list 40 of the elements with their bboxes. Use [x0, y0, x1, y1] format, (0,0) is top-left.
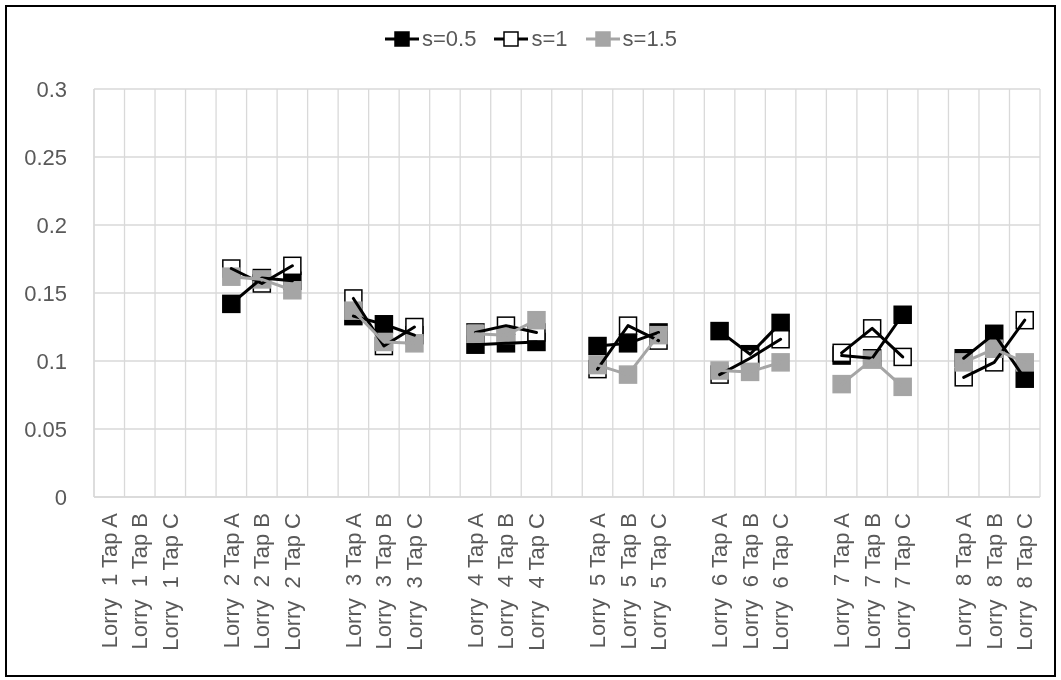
- point: [893, 305, 912, 325]
- x-tick-label: Lorry 3 Tap C: [401, 512, 427, 651]
- x-tick-label: Lorry 4 Tap A: [462, 512, 488, 649]
- y-tick-label: 0.3: [36, 76, 67, 102]
- x-tick-label: Lorry 7 Tap A: [829, 512, 855, 649]
- x-tick-label: Lorry 5 Tap C: [646, 512, 672, 651]
- x-tick-label: Lorry 2 Tap A: [218, 512, 244, 649]
- point: [710, 361, 729, 380]
- x-tick-label: Lorry 8 Tap B: [981, 513, 1007, 650]
- y-tick-label: 0.15: [24, 280, 67, 306]
- y-tick-label: 0.1: [36, 348, 67, 374]
- point: [771, 353, 790, 372]
- x-tick-label: Lorry 2 Tap B: [249, 513, 275, 650]
- x-tick-label: Lorry 7 Tap B: [859, 513, 885, 650]
- legend-label: s=1.5: [622, 26, 677, 51]
- point: [588, 336, 607, 356]
- y-tick-label: 0.2: [36, 212, 67, 238]
- x-tick-label: Lorry 8 Tap A: [951, 512, 977, 649]
- x-tick-label: Lorry 1 Tap C: [157, 512, 183, 651]
- x-tick-label: Lorry 7 Tap C: [890, 512, 916, 651]
- y-tick-label: 0.25: [24, 144, 67, 170]
- x-tick-label: Lorry 4 Tap C: [523, 512, 549, 651]
- x-tick-label: Lorry 3 Tap B: [371, 513, 397, 650]
- x-tick-label: Lorry 5 Tap B: [615, 513, 641, 650]
- x-tick-label: Lorry 1 Tap A: [96, 512, 122, 649]
- x-tick-label: Lorry 3 Tap A: [340, 512, 366, 649]
- point: [527, 310, 546, 330]
- x-tick-label: Lorry 6 Tap C: [768, 512, 794, 651]
- x-tick-label: Lorry 6 Tap A: [707, 512, 733, 649]
- y-tick-label: 0.05: [24, 416, 67, 442]
- x-tick-label: Lorry 5 Tap A: [585, 512, 611, 649]
- y-tick-label: 0: [54, 484, 67, 510]
- x-tick-label: Lorry 1 Tap B: [127, 513, 153, 650]
- point: [283, 281, 302, 300]
- legend-label: s=1: [531, 26, 568, 51]
- x-tick-label: Lorry 2 Tap C: [279, 512, 305, 651]
- x-tick-label: Lorry 4 Tap B: [493, 513, 519, 650]
- legend-label: s=0.5: [422, 26, 477, 51]
- x-tick-label: Lorry 6 Tap B: [737, 513, 763, 650]
- x-tick-label: Lorry 8 Tap C: [1012, 512, 1038, 651]
